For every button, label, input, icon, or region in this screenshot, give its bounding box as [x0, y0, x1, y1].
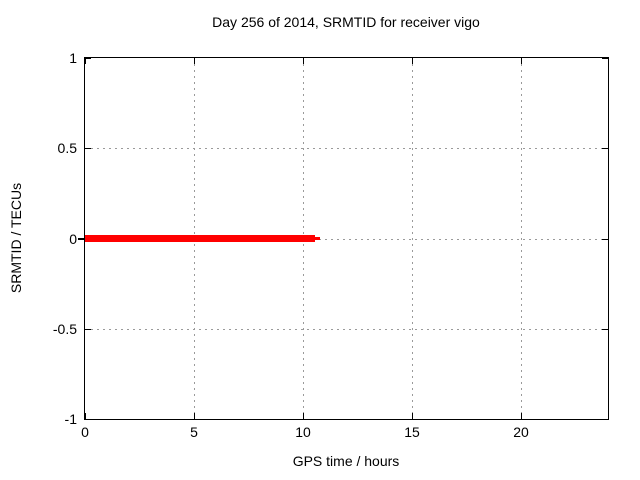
series-line-srmtid	[315, 237, 320, 240]
x-axis-label: GPS time / hours	[292, 453, 400, 469]
x-tick-bottom	[521, 413, 522, 419]
y-zero-outer-tick	[78, 238, 84, 240]
y-tick-label: -0.5	[52, 321, 77, 337]
y-tick-right	[602, 239, 608, 240]
y-tick-right	[602, 58, 608, 59]
y-tick-left	[85, 148, 91, 149]
y-tick-right	[602, 148, 608, 149]
x-tick-bottom	[303, 413, 304, 419]
plot-area: 0 5 10 15 20 -1 -0.5 0 0.5 1	[53, 50, 609, 440]
x-tick-label: 10	[295, 424, 311, 440]
y-gridline	[85, 329, 608, 330]
y-tick-label: -1	[64, 411, 77, 427]
x-tick-label: 15	[404, 424, 420, 440]
y-tick-right	[602, 329, 608, 330]
y-tick-right	[602, 419, 608, 420]
x-tick-top	[412, 58, 413, 64]
x-tick-bottom	[412, 413, 413, 419]
x-tick-top	[194, 58, 195, 64]
x-tick-top	[303, 58, 304, 64]
x-tick-label: 20	[513, 424, 529, 440]
y-tick-left	[85, 419, 91, 420]
y-tick-label: 0.5	[57, 140, 77, 156]
x-tick-label: 5	[190, 424, 198, 440]
y-gridline	[85, 239, 608, 240]
x-gridline	[521, 58, 522, 419]
y-gridline	[85, 148, 608, 149]
x-tick-top	[85, 58, 86, 64]
y-tick-label: 0	[69, 231, 77, 247]
x-tick-bottom	[194, 413, 195, 419]
chart-title: Day 256 of 2014, SRMTID for receiver vig…	[212, 14, 480, 30]
x-tick-label: 0	[81, 424, 89, 440]
series-line-srmtid	[85, 235, 315, 242]
y-tick-left	[85, 329, 91, 330]
x-tick-top	[521, 58, 522, 64]
y-tick-left	[85, 58, 91, 59]
x-tick-bottom	[85, 413, 86, 419]
y-tick-label: 1	[69, 50, 77, 66]
y-axis-label: SRMTID / TECUs	[8, 182, 24, 294]
x-gridline	[412, 58, 413, 419]
